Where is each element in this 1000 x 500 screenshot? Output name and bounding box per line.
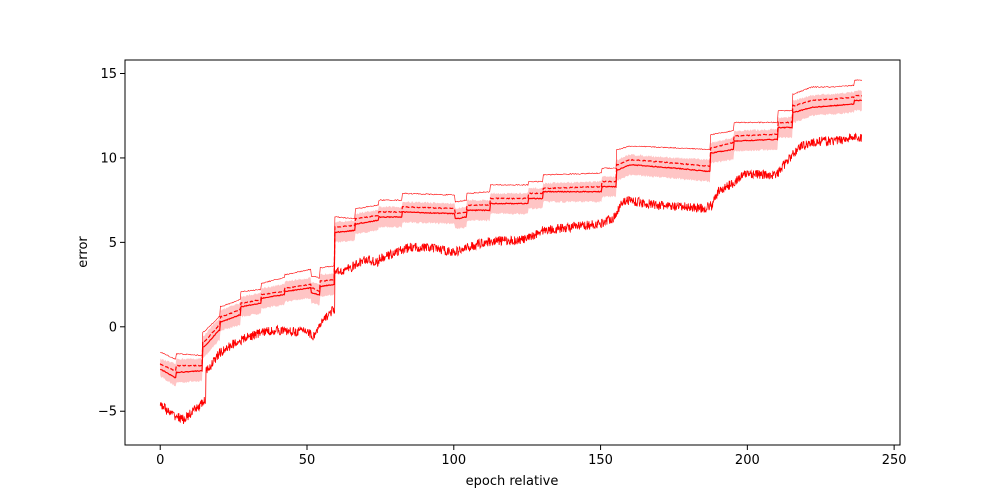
y-tick-label: 0 [109, 320, 117, 335]
x-tick-label: 100 [441, 453, 466, 468]
plot-frame [124, 59, 901, 446]
plot-background [125, 60, 900, 445]
y-axis-label: error [76, 236, 91, 268]
lower-noisy-line [159, 132, 862, 424]
y-tick-label: 5 [109, 236, 117, 251]
x-tick-label: 150 [588, 453, 613, 468]
series-layer [159, 79, 863, 424]
x-axis-label: epoch relative [466, 474, 559, 489]
x-tick-label: 50 [299, 453, 316, 468]
x-tick-label: 0 [156, 453, 164, 468]
x-tick-label: 200 [735, 453, 760, 468]
y-tick-label: 10 [100, 151, 117, 166]
x-axis-ticks: 0 50 100 150 200 250 [156, 445, 907, 468]
y-tick-label: −5 [98, 405, 117, 420]
y-axis-ticks: −5 0 5 10 15 [98, 67, 125, 420]
upper-thin-line [160, 79, 863, 360]
y-tick-label: 15 [100, 67, 117, 82]
median-solid-line [159, 99, 862, 379]
x-tick-label: 250 [882, 453, 907, 468]
